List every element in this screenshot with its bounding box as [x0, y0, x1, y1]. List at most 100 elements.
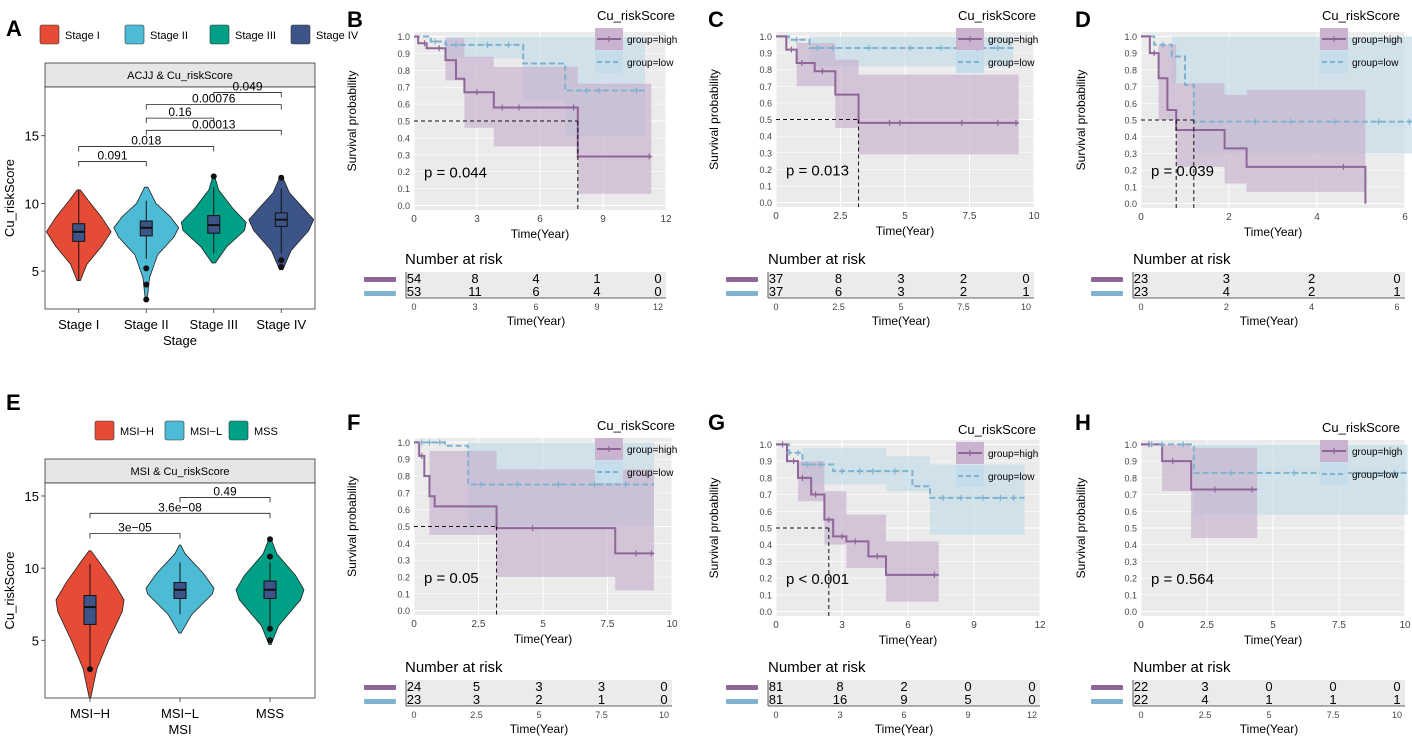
significance-bracket: [89, 512, 271, 519]
y-tick-label: 1.0: [1124, 440, 1137, 450]
risk-row-key-high: [1091, 685, 1123, 690]
y-tick-label: 0.9: [1124, 457, 1137, 467]
risk-tick-label: 0: [773, 710, 778, 720]
censor-mark-low: [426, 439, 433, 446]
risk-count-high: 4: [532, 271, 539, 286]
censor-mark-high: [1211, 486, 1218, 493]
ci-band-high: [414, 442, 654, 591]
risk-count-low: 53: [407, 284, 421, 299]
y-tick-label: 0.8: [397, 472, 410, 482]
y-tick-label: 5: [32, 264, 39, 279]
risk-count-low: 1: [1393, 284, 1400, 299]
outlier-point: [143, 281, 150, 288]
risk-count-low: 23: [1134, 284, 1148, 299]
risk-count-high: 0: [1022, 271, 1029, 286]
legend-label: Stage II: [150, 30, 188, 42]
y-tick-label: 0.7: [1124, 490, 1137, 500]
risk-x-axis-label: Time(Year): [1240, 722, 1298, 736]
risk-table-title: Number at risk: [1133, 659, 1231, 676]
risk-tick-label: 4: [1309, 302, 1314, 312]
censor-mark-low: [940, 494, 947, 501]
y-tick-label: 0.6: [397, 505, 410, 515]
risk-row-key-low: [726, 699, 758, 704]
y-tick-label: 0.6: [759, 98, 772, 108]
censor-mark-high: [648, 550, 655, 557]
censor-mark-low: [505, 41, 512, 48]
x-tick-label: 6: [1402, 212, 1408, 223]
x-tick-label: Stage II: [124, 317, 169, 332]
legend-swatch: [228, 420, 249, 441]
censor-mark-high: [1340, 163, 1347, 170]
x-tick-label: 2.5: [1200, 620, 1214, 631]
censor-mark-high: [516, 104, 522, 111]
risk-row-key-high: [364, 277, 396, 282]
y-tick-label: 0.9: [759, 457, 772, 467]
y-tick-label: 0.7: [1124, 82, 1137, 92]
legend-label-low: group=low: [1352, 58, 1399, 69]
x-tick-label: 2.5: [834, 211, 848, 222]
p-value-label: p = 0.564: [1151, 571, 1214, 588]
legend-swatch: [124, 24, 145, 45]
y-tick-label: 0.1: [759, 590, 772, 600]
km-panel-g: G 0.0 0.1 0.2 0.3 0.4 0.5 0.6 0.7 0.8 0.9 1.0 0 3 6 9 12…: [707, 410, 1046, 736]
risk-tick-label: 2: [1224, 302, 1229, 312]
censor-mark-low: [1160, 41, 1166, 48]
risk-count-high: 24: [407, 679, 421, 694]
risk-table-title: Number at risk: [768, 251, 866, 268]
censor-mark-low: [814, 45, 821, 52]
y-tick-label: 1.0: [759, 440, 772, 450]
p-value-label: 0.018: [131, 134, 161, 148]
risk-row-key-high: [364, 685, 396, 690]
censor-mark-low: [979, 494, 986, 501]
risk-tick-label: 7.5: [595, 710, 608, 720]
risk-count-high: 3: [1201, 679, 1208, 694]
censor-mark-low: [856, 468, 863, 475]
legend-title: Cu_riskScore: [597, 8, 675, 23]
risk-count-high: 0: [964, 679, 971, 694]
legend-label: Stage III: [235, 30, 276, 42]
risk-row-key-high: [1091, 277, 1123, 282]
x-axis-label: MSI: [168, 722, 191, 737]
risk-count-high: 8: [835, 271, 842, 286]
censor-mark-low: [817, 461, 823, 468]
y-tick-label: 0.4: [759, 540, 772, 550]
x-tick-label: 0: [1138, 620, 1144, 631]
censor-mark-low: [1331, 118, 1338, 125]
risk-table-background: [1133, 680, 1405, 706]
y-tick-label: 0.6: [759, 507, 772, 517]
outlier-point: [87, 666, 93, 673]
y-axis-label: Survival probability: [345, 476, 359, 577]
y-tick-label: 0.5: [397, 522, 410, 532]
risk-count-high: 8: [836, 679, 843, 694]
x-tick-label: 3: [839, 620, 845, 631]
legend-title: Cu_riskScore: [1322, 8, 1400, 23]
legend-label-low: group=low: [988, 472, 1035, 483]
censor-mark-high: [874, 553, 881, 560]
panel-letter: B: [347, 7, 363, 32]
censor-mark-high: [825, 516, 832, 523]
y-tick-label: 0.0: [759, 607, 772, 617]
censor-mark-low: [891, 468, 898, 475]
y-tick-label: 0.3: [759, 148, 772, 158]
censor-mark-high: [421, 40, 428, 47]
legend-label-high: group=high: [627, 35, 677, 46]
censor-mark-low: [1227, 469, 1234, 476]
y-tick-label: 0.2: [1124, 574, 1137, 584]
risk-count-high: 3: [1223, 271, 1230, 286]
y-tick-label: 1.0: [759, 32, 772, 42]
x-tick-label: Stage IV: [256, 317, 306, 332]
y-tick-label: 0.6: [1124, 99, 1137, 109]
censor-mark-high: [779, 441, 786, 448]
censor-mark-high: [799, 474, 806, 481]
censor-mark-low: [1159, 441, 1166, 448]
censor-mark-low: [839, 468, 845, 475]
significance-bracket: [213, 92, 282, 98]
censor-mark-high: [1012, 119, 1019, 126]
risk-tick-label: 0: [773, 302, 778, 312]
risk-x-axis-label: Time(Year): [1240, 314, 1298, 328]
y-axis-label: Survival probability: [345, 71, 359, 172]
risk-count-high: 23: [1134, 271, 1148, 286]
x-axis-label: Time(Year): [1244, 225, 1302, 239]
censor-mark-low: [478, 481, 485, 488]
legend-title: Cu_riskScore: [958, 8, 1036, 23]
